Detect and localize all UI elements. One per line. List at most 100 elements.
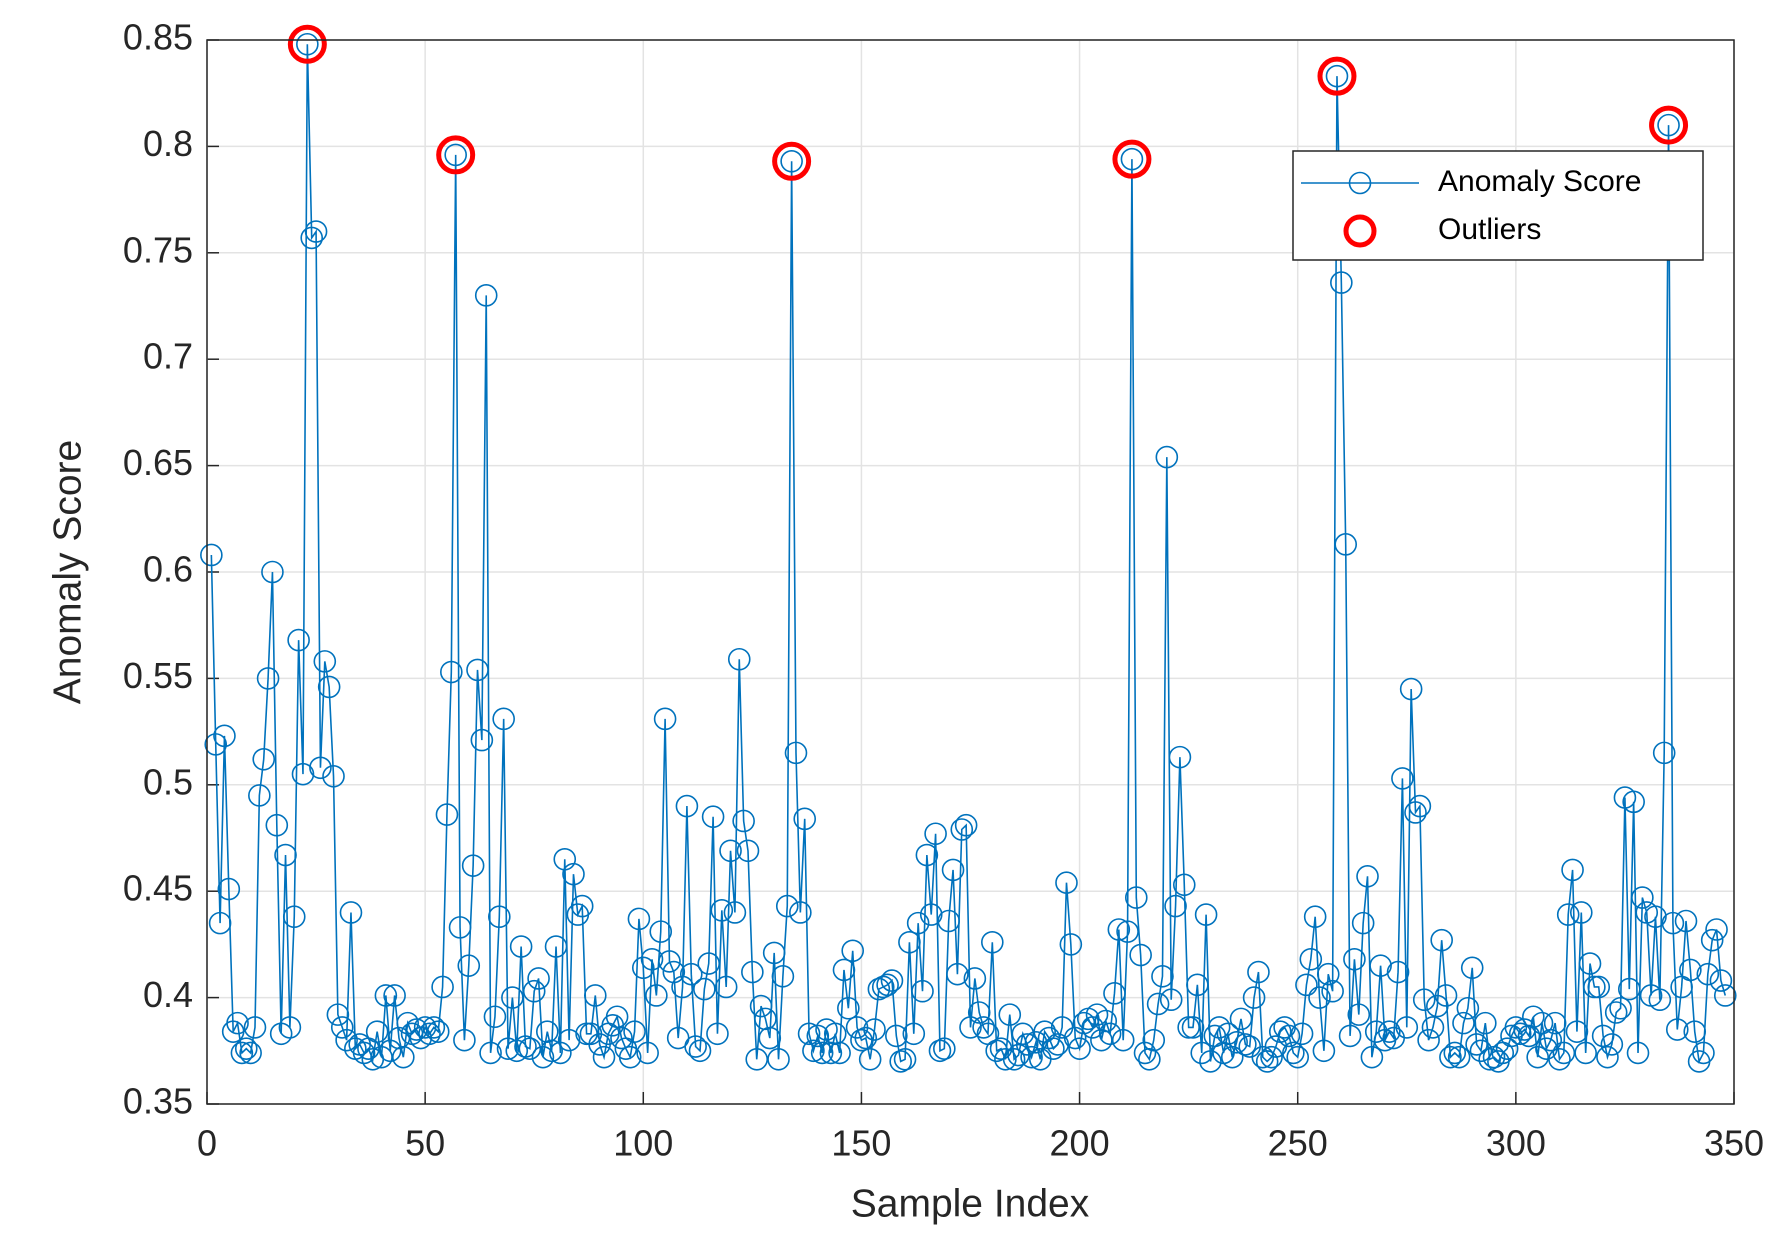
point-marker xyxy=(797,1022,821,1046)
point-marker xyxy=(1159,988,1183,1012)
point-marker xyxy=(649,920,673,943)
point-marker xyxy=(287,628,310,652)
point-marker xyxy=(1177,1016,1200,1039)
y-tick-label: 0.35 xyxy=(123,1081,193,1122)
point-marker xyxy=(1417,1028,1440,1052)
point-marker xyxy=(610,1026,633,1050)
point-marker xyxy=(1111,1028,1135,1052)
point-marker xyxy=(1011,1022,1035,1046)
x-tick-label: 50 xyxy=(405,1123,445,1164)
point-marker xyxy=(304,220,328,243)
point-marker xyxy=(719,839,742,863)
point-marker xyxy=(1478,1048,1501,1071)
point-marker xyxy=(1124,886,1148,909)
point-marker xyxy=(823,1022,847,1046)
point-marker xyxy=(1225,1030,1248,1054)
point-marker xyxy=(562,862,585,886)
point-marker xyxy=(1709,969,1733,992)
point-marker xyxy=(204,733,228,756)
point-marker xyxy=(326,1003,350,1026)
outlier-marker xyxy=(287,24,327,64)
point-marker xyxy=(1543,1011,1567,1035)
point-marker xyxy=(549,1041,572,1065)
point-marker xyxy=(714,975,738,999)
point-marker xyxy=(217,877,241,901)
point-marker xyxy=(1316,962,1340,986)
point-marker xyxy=(1321,979,1344,1003)
point-marker xyxy=(1260,1045,1283,1069)
point-marker xyxy=(1286,1045,1310,1069)
point-marker xyxy=(1443,1041,1467,1065)
point-marker xyxy=(1674,909,1698,933)
y-tick-label: 0.8 xyxy=(143,123,193,164)
point-marker xyxy=(653,707,677,731)
point-marker xyxy=(479,1041,502,1065)
point-marker xyxy=(679,962,703,986)
point-marker xyxy=(1504,1016,1528,1039)
point-marker xyxy=(269,1022,293,1046)
point-marker xyxy=(1046,1033,1070,1056)
point-marker xyxy=(863,1018,886,1041)
point-marker xyxy=(1386,960,1410,984)
point-marker xyxy=(902,1022,926,1046)
point-marker xyxy=(640,947,664,971)
point-marker xyxy=(911,979,934,1003)
point-marker xyxy=(1583,975,1606,999)
y-tick-label: 0.75 xyxy=(123,229,193,270)
point-marker xyxy=(1103,982,1126,1005)
point-marker xyxy=(1570,901,1593,924)
point-marker xyxy=(309,756,332,780)
point-marker xyxy=(1683,1020,1707,1043)
point-marker xyxy=(1347,1003,1371,1026)
point-marker xyxy=(1460,956,1484,980)
point-marker xyxy=(1120,147,1144,171)
point-marker xyxy=(392,1045,415,1069)
point-marker xyxy=(339,901,363,924)
point-marker xyxy=(234,1037,258,1060)
point-marker xyxy=(745,1048,769,1071)
point-marker xyxy=(1015,1033,1039,1056)
point-marker xyxy=(518,1037,542,1060)
point-marker xyxy=(413,1016,437,1039)
point-marker xyxy=(701,805,725,829)
point-marker xyxy=(1107,918,1131,941)
point-marker xyxy=(627,907,651,931)
point-marker xyxy=(514,1035,537,1058)
point-marker xyxy=(1447,1045,1471,1069)
point-marker xyxy=(1600,1033,1624,1056)
point-marker xyxy=(762,941,786,965)
point-marker xyxy=(819,1041,843,1065)
point-marker xyxy=(854,1026,878,1050)
point-marker xyxy=(243,1016,267,1039)
point-marker xyxy=(780,149,803,173)
x-tick-label: 150 xyxy=(831,1123,891,1164)
point-marker xyxy=(483,1005,507,1029)
point-marker xyxy=(1713,984,1737,1007)
point-marker xyxy=(330,1016,354,1039)
point-marker xyxy=(1644,905,1667,929)
point-marker xyxy=(261,560,284,584)
y-axis-label: Anomaly Score xyxy=(46,440,89,704)
point-marker xyxy=(1587,975,1611,999)
point-marker xyxy=(1351,911,1375,935)
x-tick-label: 250 xyxy=(1268,1123,1328,1164)
point-marker xyxy=(1220,1045,1244,1069)
point-marker xyxy=(1277,1024,1301,1048)
y-tick-label: 0.45 xyxy=(123,868,193,909)
point-marker xyxy=(453,1028,476,1052)
point-marker xyxy=(1705,918,1728,941)
point-marker xyxy=(1312,1039,1336,1063)
point-marker xyxy=(1469,1039,1493,1063)
point-marker xyxy=(684,1035,707,1058)
y-tick-label: 0.6 xyxy=(143,549,193,590)
point-marker xyxy=(1556,903,1580,926)
point-marker xyxy=(806,1024,830,1048)
point-marker xyxy=(693,977,716,1001)
point-marker xyxy=(1199,1050,1222,1073)
point-marker xyxy=(941,858,965,882)
point-marker xyxy=(710,899,734,922)
point-marker xyxy=(1090,1028,1113,1052)
point-marker xyxy=(919,903,943,926)
point-marker xyxy=(1138,1048,1161,1071)
